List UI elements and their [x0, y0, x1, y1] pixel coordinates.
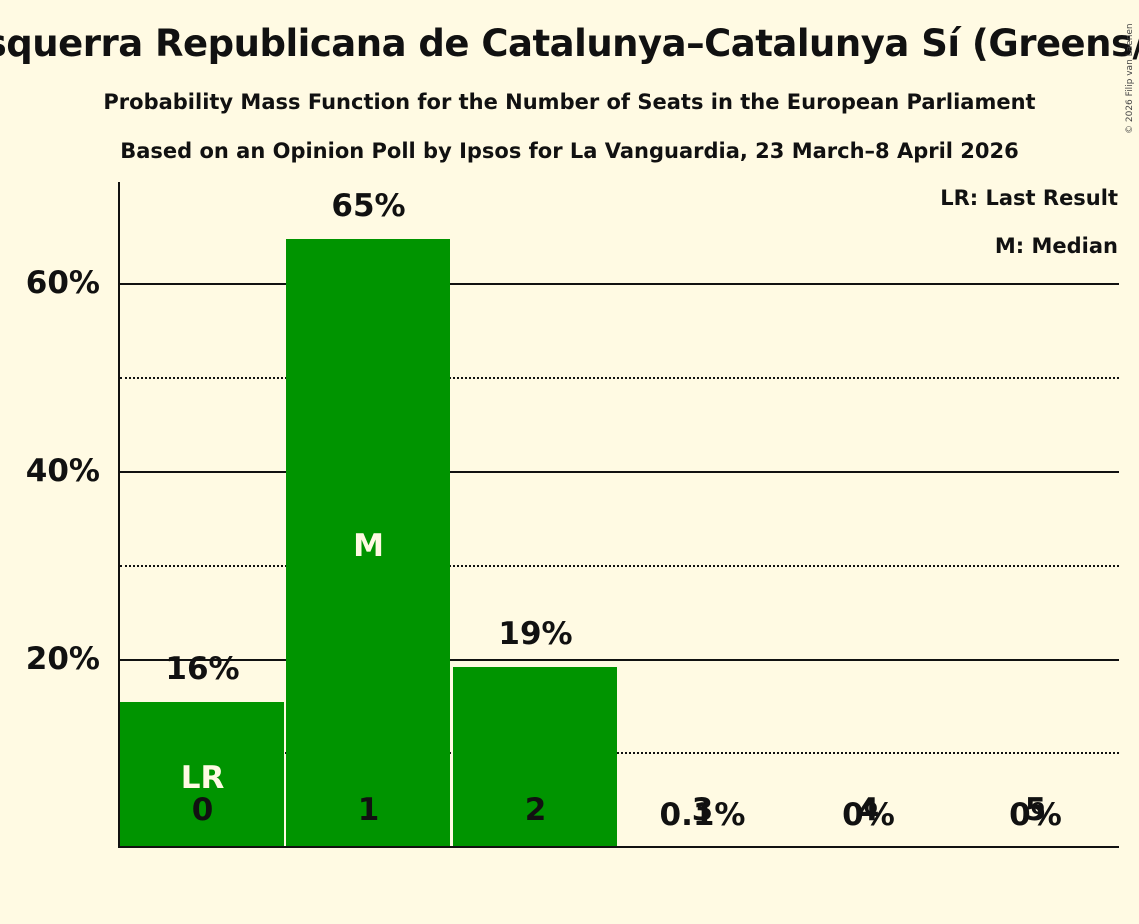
last-result-marker: LR: [180, 760, 225, 796]
gridline-10: [120, 752, 1119, 754]
x-axis: [118, 846, 1119, 848]
bar-value-4: 0%: [842, 797, 895, 833]
x-tick-2: 2: [524, 792, 547, 828]
median-marker: M: [353, 528, 384, 564]
bar-value-3: 0.1%: [659, 797, 746, 833]
y-tick-20: 20%: [25, 641, 100, 677]
x-tick-5: 5: [1024, 792, 1047, 828]
x-tick-4: 4: [857, 792, 880, 828]
y-tick-60: 60%: [25, 265, 100, 301]
copyright-note: © 2026 Filip van Laenen: [1125, 23, 1135, 134]
gridline-60: [120, 283, 1119, 285]
gridline-20: [120, 659, 1119, 661]
x-tick-0: 0: [191, 792, 214, 828]
x-tick-1: 1: [357, 792, 380, 828]
bar-value-0: 16%: [165, 651, 240, 687]
bar-value-5: 0%: [1009, 797, 1062, 833]
bar-2-seats: [453, 667, 617, 847]
bar-0-seats: [120, 702, 284, 847]
legend-median: M: Median: [994, 234, 1118, 258]
bar-value-2: 19%: [498, 616, 573, 652]
gridline-40: [120, 471, 1119, 473]
y-tick-40: 40%: [25, 453, 100, 489]
gridline-30: [120, 565, 1119, 567]
chart-title: Esquerra Republicana de Catalunya–Catalu…: [0, 22, 1139, 65]
chart-subtitle: Probability Mass Function for the Number…: [103, 90, 1036, 114]
bar-value-1: 65%: [331, 188, 406, 224]
x-tick-3: 3: [691, 792, 714, 828]
chart-source-line: Based on an Opinion Poll by Ipsos for La…: [120, 139, 1019, 163]
legend-last-result: LR: Last Result: [940, 186, 1118, 210]
bar-1-seat: [286, 239, 450, 847]
y-axis: [118, 182, 120, 848]
gridline-50: [120, 377, 1119, 379]
